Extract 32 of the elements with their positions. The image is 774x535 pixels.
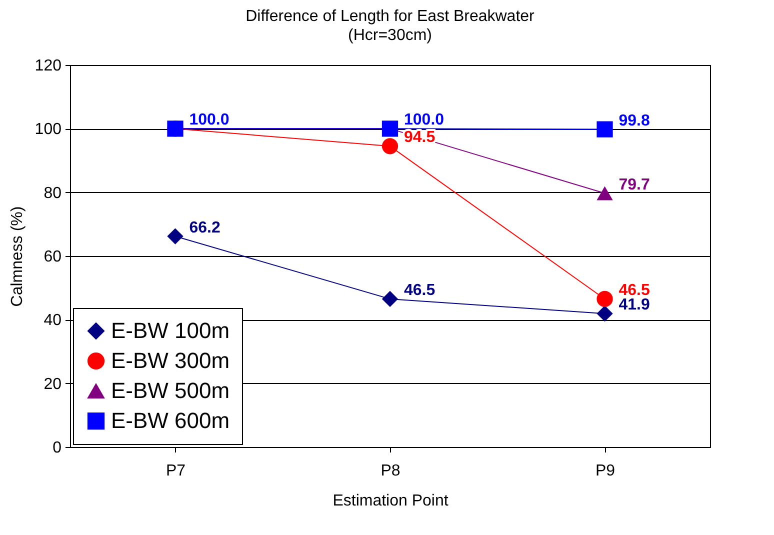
- point: [596, 121, 613, 138]
- x-tick-label: P7: [166, 462, 186, 480]
- data-label: 46.5: [618, 282, 650, 299]
- legend-label: E-BW 300m: [111, 348, 230, 373]
- point: [382, 138, 398, 154]
- x-tick-label: P8: [380, 462, 400, 480]
- legend-label: E-BW 100m: [111, 318, 230, 343]
- legend-label: E-BW 600m: [111, 408, 230, 433]
- x-tick-label: P9: [595, 462, 616, 480]
- y-tick-label: 80: [44, 184, 62, 202]
- point: [596, 306, 613, 322]
- legend-label: E-BW 500m: [111, 378, 230, 403]
- y-tick-label: 40: [44, 312, 62, 330]
- data-label: 79.7: [618, 176, 650, 194]
- data-label: 41.9: [618, 296, 650, 314]
- data-label: 100.0: [189, 112, 230, 129]
- y-tick-label: 120: [34, 58, 62, 74]
- y-tick-label: 20: [44, 376, 62, 393]
- data-label: 99.8: [618, 112, 650, 130]
- point: [596, 290, 613, 308]
- point: [382, 290, 398, 308]
- chart-subtitle: (Hcr=30cm): [348, 27, 432, 44]
- y-axis-title: Calmness (%): [8, 206, 26, 307]
- data-label: 66.2: [189, 219, 220, 236]
- y-tick-label: 0: [52, 440, 62, 456]
- x-axis-title: Estimation Point: [332, 492, 449, 510]
- y-tick-label: 60: [44, 248, 62, 266]
- chart-title: Difference of Length for East Breakwater: [246, 8, 536, 25]
- y-tick-label: 100: [34, 121, 62, 138]
- data-label: 100.0: [404, 112, 444, 129]
- data-label: 46.5: [404, 282, 436, 299]
- point: [167, 228, 184, 244]
